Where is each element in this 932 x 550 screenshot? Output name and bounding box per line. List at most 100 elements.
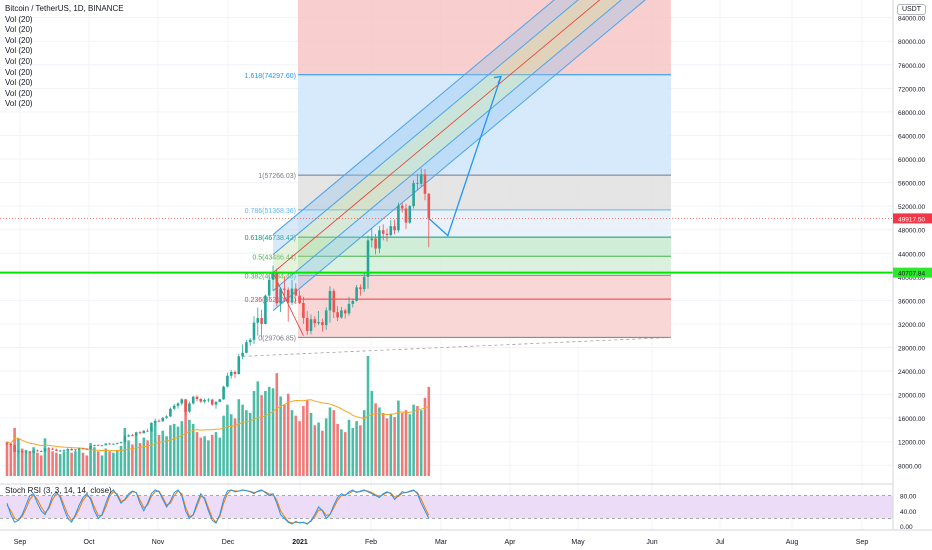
volume-bar bbox=[298, 421, 301, 476]
time-tick-label: Mar bbox=[435, 539, 448, 546]
candle-body bbox=[169, 408, 172, 417]
volume-bar bbox=[248, 412, 252, 476]
candle-body bbox=[36, 450, 39, 452]
volume-bar bbox=[226, 404, 229, 476]
candle-body bbox=[355, 287, 358, 301]
volume-bar bbox=[55, 452, 58, 476]
candle-body bbox=[412, 183, 415, 207]
candle-body bbox=[81, 448, 85, 450]
candle-body bbox=[328, 290, 332, 311]
volume-bar bbox=[343, 432, 347, 476]
candle-body bbox=[115, 443, 119, 444]
volume-bar bbox=[85, 455, 89, 476]
volume-bar bbox=[157, 434, 161, 476]
volume-bar bbox=[199, 437, 203, 476]
candle-body bbox=[317, 322, 320, 324]
candle-body bbox=[393, 226, 396, 231]
candle-body bbox=[366, 240, 370, 277]
currency-badge[interactable]: USDT bbox=[896, 4, 926, 15]
candle-body bbox=[17, 450, 20, 452]
fib-level-label: 1(57266.03) bbox=[258, 173, 296, 180]
indicator-vol[interactable]: Vol (20) bbox=[5, 88, 33, 98]
price-tick-label: 36000.00 bbox=[898, 298, 925, 305]
volume-bar bbox=[256, 381, 260, 476]
candle-body bbox=[123, 436, 127, 443]
channel-line bbox=[272, 0, 579, 256]
time-tick-label: Aug bbox=[786, 539, 799, 546]
indicator-vol[interactable]: Vol (20) bbox=[5, 56, 33, 66]
time-axis-background bbox=[0, 530, 932, 550]
volume-bar bbox=[180, 421, 184, 476]
indicator-vol[interactable]: Vol (20) bbox=[5, 78, 33, 88]
indicator-vol[interactable]: Vol (20) bbox=[5, 25, 33, 35]
indicator-vol[interactable]: Vol (20) bbox=[5, 67, 33, 77]
volume-bar bbox=[169, 425, 172, 476]
candle-body bbox=[85, 448, 89, 450]
candle-body bbox=[70, 448, 73, 451]
symbol-title[interactable]: Bitcoin / TetherUS, 1D, BINANCE bbox=[5, 4, 124, 13]
candle-body bbox=[127, 435, 130, 437]
volume-bar bbox=[20, 448, 24, 476]
candle-body bbox=[271, 272, 275, 280]
channel-line bbox=[272, 0, 601, 273]
volume-bar bbox=[264, 390, 267, 476]
indicator-vol[interactable]: Vol (20) bbox=[5, 46, 33, 56]
price-tick-label: 72000.00 bbox=[898, 86, 925, 93]
candle-body bbox=[62, 449, 66, 451]
candle-body bbox=[153, 420, 157, 423]
volume-bar bbox=[336, 423, 339, 476]
fib-level-label: 0.786(51368.36) bbox=[245, 208, 296, 215]
volume-bar bbox=[229, 414, 233, 476]
volume-bar bbox=[351, 428, 355, 476]
candle-body bbox=[260, 318, 263, 324]
channel-line bbox=[272, 0, 555, 236]
volume-bar bbox=[370, 390, 374, 476]
price-tick-label: 84000.00 bbox=[898, 16, 925, 23]
fibonacci-retracement: 1.618(74297.60) 1(57266.03) 0.786(51368.36… bbox=[245, 0, 671, 342]
indicator-vol[interactable]: Vol (20) bbox=[5, 14, 33, 24]
candle-body bbox=[104, 443, 108, 446]
time-tick-label: Nov bbox=[152, 539, 165, 546]
candle-body bbox=[340, 310, 343, 318]
stoch-k-line bbox=[6, 489, 430, 525]
volume-bar bbox=[115, 449, 119, 476]
volume-bar bbox=[423, 397, 427, 476]
volume-bar bbox=[309, 412, 313, 476]
volume-bar bbox=[150, 428, 153, 476]
candle-body bbox=[290, 288, 294, 303]
candle-body bbox=[423, 174, 427, 194]
volume-bar bbox=[313, 425, 317, 476]
volume-bar bbox=[237, 399, 241, 476]
candle-body bbox=[336, 312, 339, 318]
volume-bar bbox=[210, 434, 214, 476]
indicator-vol[interactable]: Vol (20) bbox=[5, 99, 33, 109]
stoch-band bbox=[0, 495, 893, 519]
time-tick-label: Dec bbox=[222, 539, 235, 546]
candle-body bbox=[138, 432, 142, 434]
candle-body bbox=[180, 399, 184, 404]
stoch-rsi-pane bbox=[0, 483, 932, 525]
price-tick-label: 56000.00 bbox=[898, 181, 925, 188]
candle-body bbox=[237, 356, 241, 374]
stoch-rsi-label[interactable]: Stoch RSI (3, 3, 14, 14, close) bbox=[5, 486, 112, 495]
volume-bar bbox=[260, 395, 263, 476]
candle-body bbox=[184, 399, 187, 412]
volume-bar bbox=[81, 452, 85, 476]
channel-line bbox=[272, 0, 646, 312]
volume-bar bbox=[207, 440, 210, 476]
candle-body bbox=[286, 289, 290, 303]
time-tick-label: Feb bbox=[365, 539, 377, 546]
candle-body bbox=[47, 448, 51, 449]
candle-body bbox=[222, 386, 225, 400]
volume-bar bbox=[172, 423, 176, 476]
volume-bar bbox=[400, 412, 404, 476]
time-tick-label: May bbox=[571, 539, 585, 546]
volume-bar bbox=[127, 440, 130, 476]
candle-body bbox=[210, 399, 214, 405]
candle-body bbox=[324, 310, 328, 326]
volume-bar bbox=[66, 449, 70, 476]
volume-bar bbox=[267, 386, 271, 476]
projection-arrowhead bbox=[493, 75, 503, 84]
indicator-vol[interactable]: Vol (20) bbox=[5, 35, 33, 45]
